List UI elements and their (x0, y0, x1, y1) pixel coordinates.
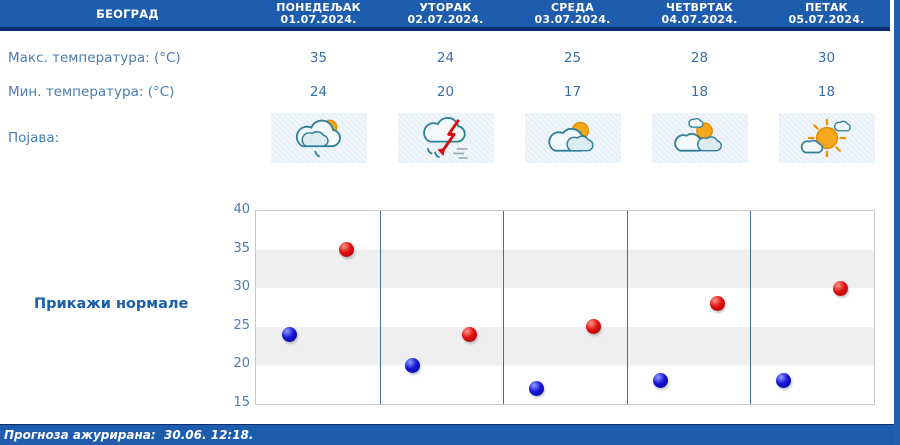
day-date: 02.07.2024. (407, 12, 484, 26)
y-axis-tick-label: 35 (233, 240, 250, 256)
max-temp-point (338, 242, 354, 258)
mostly-sunny-cloud-icon (800, 118, 851, 158)
day-name: СРЕДА (551, 0, 594, 14)
max-temp-point (833, 280, 849, 296)
day-header-thursday: ЧЕТВРТАК 04.07.2024. (636, 0, 763, 27)
max-temp-value: 25 (563, 50, 582, 66)
sun-cloud-light-rain-icon (295, 119, 341, 158)
forecast-updated-text: Прогноза ажурирана: 30.06. 12:18. (4, 428, 254, 442)
max-temp-point (585, 319, 601, 335)
day-date: 03.07.2024. (534, 12, 611, 26)
forecast-updated-bar: Прогноза ажурирана: 30.06. 12:18. (0, 424, 900, 445)
day-date: 04.07.2024. (661, 12, 738, 26)
station-name: БЕОГРАД (96, 6, 159, 21)
weather-cell-friday (778, 113, 875, 163)
day-name: ЧЕТВРТАК (666, 0, 733, 14)
max-temperature-row: Макс. температура: (°C) 35 24 25 28 30 (0, 44, 890, 72)
page-right-border (894, 0, 900, 445)
min-temp-point (281, 327, 297, 343)
phenomenon-label: Појава: (8, 130, 60, 146)
min-temp-point (529, 381, 545, 397)
min-temp-value: 18 (690, 84, 709, 100)
partly-cloudy-icon (673, 117, 722, 152)
day-name: УТОРАК (419, 0, 472, 14)
max-temp-point (462, 327, 478, 343)
chart-plot (255, 210, 875, 405)
day-divider-line (503, 211, 505, 404)
day-name: ПЕТАК (805, 0, 848, 14)
max-temperature-label: Макс. температура: (°C) (8, 50, 181, 66)
y-axis-tick-label: 40 (233, 202, 250, 217)
max-temp-value: 28 (690, 50, 709, 66)
min-temp-point (776, 373, 792, 389)
min-temp-value: 20 (436, 84, 455, 100)
day-name: ПОНЕДЕЉАК (276, 0, 361, 14)
min-temperature-row: Мин. температура: (°C) 24 20 17 18 18 (0, 78, 890, 106)
day-divider-line (750, 211, 752, 404)
weather-cell-thursday (651, 113, 748, 163)
forecast-header-bar: БЕОГРАД ПОНЕДЕЉАК 01.07.2024. УТОРАК 02.… (0, 0, 890, 31)
day-divider-line (379, 211, 381, 404)
day-date: 01.07.2024. (280, 12, 357, 26)
y-axis-tick-label: 25 (233, 317, 250, 333)
day-header-wednesday: СРЕДА 03.07.2024. (509, 0, 636, 27)
chart-y-axis: 40 35 30 25 20 15 (212, 202, 250, 410)
y-axis-tick-label: 20 (233, 356, 250, 372)
show-normals-button[interactable]: Прикажи нормале (34, 296, 189, 312)
weather-cell-monday (270, 113, 367, 163)
min-temp-point (652, 373, 668, 389)
min-temperature-label: Мин. температура: (°C) (8, 84, 175, 100)
max-temp-value: 35 (309, 50, 328, 66)
mostly-cloudy-sun-icon (547, 121, 594, 152)
min-temp-point (405, 357, 421, 373)
y-axis-tick-label: 30 (233, 279, 250, 295)
min-temp-value: 17 (563, 84, 582, 100)
day-header-monday: ПОНЕДЕЉАК 01.07.2024. (255, 0, 382, 27)
day-divider-line (626, 211, 628, 404)
phenomenon-row: Појава: (0, 110, 890, 166)
max-temp-value: 24 (436, 50, 455, 66)
y-axis-tick-label: 15 (233, 395, 250, 410)
min-temp-value: 24 (309, 84, 328, 100)
max-temp-point (709, 296, 725, 312)
weather-cell-tuesday (397, 113, 494, 163)
weather-cell-wednesday (524, 113, 621, 163)
day-header-tuesday: УТОРАК 02.07.2024. (382, 0, 509, 27)
day-date: 05.07.2024. (788, 12, 865, 26)
thunderstorm-rain-icon (422, 117, 468, 159)
max-temp-value: 30 (817, 50, 836, 66)
min-temp-value: 18 (817, 84, 836, 100)
day-header-friday: ПЕТАК 05.07.2024. (763, 0, 890, 27)
